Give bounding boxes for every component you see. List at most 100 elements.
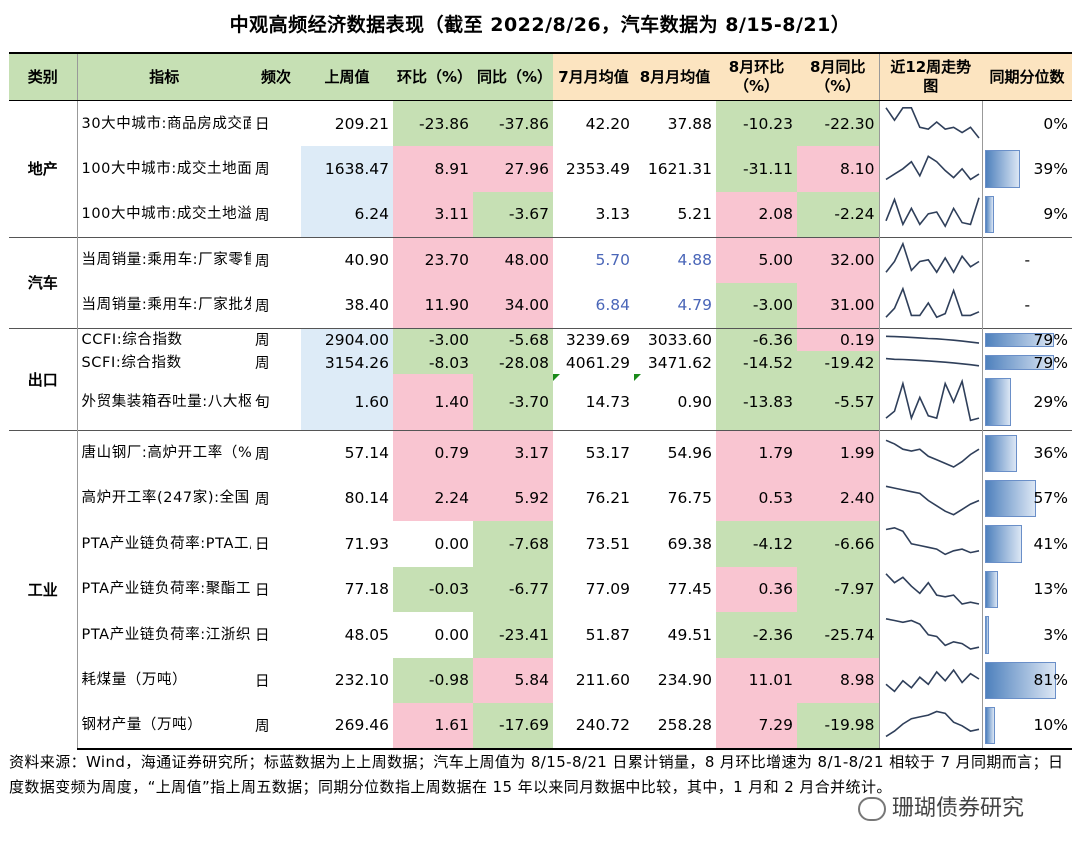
last-week-cell: 48.05 [344,625,389,644]
indicator-cell: PTA产业链负荷率:PTA工厂（%） [81,535,252,552]
aug-avg-cell: 37.88 [634,100,716,146]
sparkline-cell [879,282,983,328]
aug-avg-cell: 258.28 [634,703,716,750]
frequency-cell: 日 [251,100,301,146]
percentile-bar [984,434,1018,472]
aug-yoy-cell: -6.66 [797,521,880,567]
frequency-cell: 日 [255,673,270,690]
last-week-cell: 40.90 [301,236,393,283]
yoy-cell: -17.69 [473,703,553,750]
frequency-cell: 周 [251,327,301,351]
percentile-cell: 36% [982,429,1072,476]
percentile-text: 81% [1033,671,1068,690]
aug-mom-cell: -13.83 [716,374,797,430]
indicator-cell: 当周销量:乘用车:厂家零售（万辆） [77,236,251,283]
percentile-cell: 9% [982,192,1072,238]
percentile-cell: 0% [982,100,1072,146]
aug-yoy-cell: -19.42 [797,351,880,374]
aug-mom-cell: 5.00 [716,236,797,283]
aug-mom-cell: -3.00 [716,282,797,328]
percentile-text: 10% [1033,716,1068,735]
header-wow: 环比（%） [393,52,473,101]
aug-avg-cell: 4.88 [634,236,716,283]
percentile-bar [984,378,1012,426]
aug-yoy-cell: -5.57 [797,374,880,430]
wow-cell: 8.91 [393,146,473,192]
aug-avg-cell: 77.45 [667,580,712,599]
sparkline-chart [885,439,979,469]
wow-cell: 0.79 [393,429,473,476]
sparkline-chart [884,572,979,605]
sparkline-cell [879,374,983,430]
percentile-cell: 10% [982,703,1072,750]
frequency-cell: 周 [251,703,301,750]
sparkline-chart [884,286,979,319]
header-aug-mom: 8月环比（%） [716,52,797,101]
frequency-cell: 周 [255,356,270,372]
last-week-cell: 57.14 [301,429,393,476]
aug-yoy-cell: -2.24 [797,191,880,237]
sparkline-chart [885,335,979,345]
sparkline-cell [879,191,983,237]
wow-cell: 1.61 [393,703,473,750]
sparkline-path [884,106,980,139]
frequency-cell: 周 [255,491,270,508]
percentile-bar [984,570,998,608]
sparkline-path [884,197,980,229]
aug-yoy-cell: 32.00 [797,236,880,283]
wow-cell: -23.86 [393,100,473,146]
frequency-cell: 周 [255,298,270,315]
yoy-cell: 34.00 [473,282,553,328]
percentile-text: 79% [1033,353,1068,372]
sparkline-chart [884,106,980,139]
percentile-bar [984,479,1036,517]
wow-cell: 11.90 [393,282,473,328]
last-week-cell: 1.60 [301,374,393,430]
percentile-bar [984,332,1055,347]
sparkline-chart [885,485,979,516]
aug-yoy-cell: -19.98 [797,703,880,750]
aug-mom-cell: 7.29 [716,703,797,750]
sparkline-path [884,378,979,422]
header-last-week: 上周值 [301,52,393,101]
july-avg-value: 14.73 [585,392,630,411]
last-week-cell: 2904.00 [301,327,393,351]
table-row: 100大中城市:成交土地溢价率（%） 周 6.24 3.11 -3.67 3.1… [9,191,1072,238]
aug-mom-cell: -31.11 [716,146,797,192]
july-avg-cell: 4061.29 [565,353,630,372]
header-yoy: 同比（%） [473,52,553,101]
comment-marker-icon [553,374,560,381]
comment-marker-icon [634,374,641,381]
yoy-cell: 3.17 [473,429,553,476]
percentile-cell: 41% [982,521,1072,567]
table-row: 钢材产量（万吨） 周 269.46 1.61 -17.69 240.72 258… [9,703,1072,750]
category-cell: 地产 [9,100,78,237]
sparkline-cell [879,475,983,521]
july-avg-cell: 76.21 [585,489,630,508]
data-table: 类别 指标 频次 上周值 环比（%） 同比（%） 7月月均值 8月月均值 8月环… [9,52,1072,750]
sparkline-cell [879,100,983,146]
yoy-cell: -28.08 [473,351,553,374]
sparkline-cell [879,236,983,283]
header-trend: 近12周走势图 [879,52,982,101]
aug-mom-cell: -14.52 [716,351,797,374]
header-aug-avg: 8月月均值 [634,52,716,101]
aug-avg-cell: 69.38 [667,534,712,553]
sparkline-chart [885,526,979,556]
percentile-text: 13% [1033,580,1068,599]
table-header: 类别 指标 频次 上周值 环比（%） 同比（%） 7月月均值 8月月均值 8月环… [9,52,1072,101]
indicator-cell: 当周销量:乘用车:厂家批发(万辆) [81,297,252,313]
frequency-cell: 旬 [255,395,270,412]
sparkline-path [885,439,979,469]
july-avg-cell: 14.73 [553,374,634,430]
aug-avg-value: 0.90 [677,392,712,411]
aug-mom-cell: 0.53 [716,475,797,521]
aug-yoy-cell: 8.10 [797,146,880,192]
percentile-text: 3% [1043,625,1068,644]
percentile-cell: 79% [982,327,1072,351]
july-avg-cell: 5.70 [553,236,634,283]
table-title: 中观高频经济数据表现（截至 2022/8/26，汽车数据为 8/15-8/21） [229,14,851,36]
aug-avg-cell: 3033.60 [634,327,716,351]
july-avg-cell: 3239.69 [553,327,634,351]
table-row: 出口 CCFI:综合指数 周 2904.00 -3.00 -5.68 3239.… [9,327,1072,430]
